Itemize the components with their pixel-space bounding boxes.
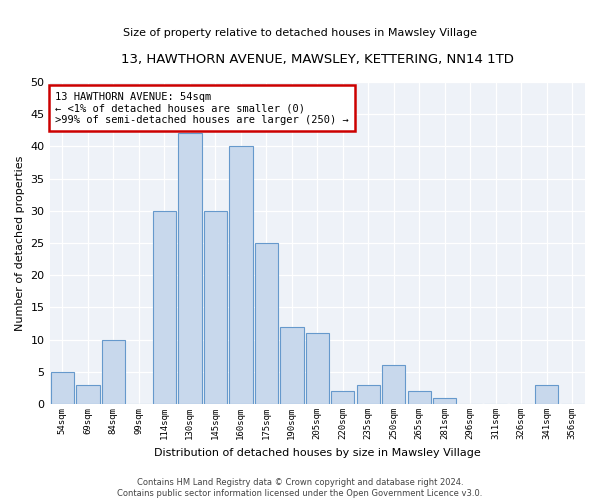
- Bar: [152, 211, 176, 404]
- Bar: [178, 134, 202, 404]
- Text: Size of property relative to detached houses in Mawsley Village: Size of property relative to detached ho…: [123, 28, 477, 38]
- Bar: [433, 398, 457, 404]
- Bar: [50, 372, 74, 404]
- Text: Contains HM Land Registry data © Crown copyright and database right 2024.
Contai: Contains HM Land Registry data © Crown c…: [118, 478, 482, 498]
- Bar: [305, 334, 329, 404]
- Bar: [76, 385, 100, 404]
- Y-axis label: Number of detached properties: Number of detached properties: [15, 156, 25, 330]
- Bar: [254, 243, 278, 404]
- Bar: [356, 385, 380, 404]
- Bar: [535, 385, 559, 404]
- Bar: [203, 211, 227, 404]
- Bar: [331, 392, 355, 404]
- Title: 13, HAWTHORN AVENUE, MAWSLEY, KETTERING, NN14 1TD: 13, HAWTHORN AVENUE, MAWSLEY, KETTERING,…: [121, 52, 514, 66]
- Bar: [407, 392, 431, 404]
- X-axis label: Distribution of detached houses by size in Mawsley Village: Distribution of detached houses by size …: [154, 448, 481, 458]
- Text: 13 HAWTHORN AVENUE: 54sqm
← <1% of detached houses are smaller (0)
>99% of semi-: 13 HAWTHORN AVENUE: 54sqm ← <1% of detac…: [55, 92, 349, 125]
- Bar: [382, 366, 406, 404]
- Bar: [229, 146, 253, 404]
- Bar: [101, 340, 125, 404]
- Bar: [280, 327, 304, 404]
